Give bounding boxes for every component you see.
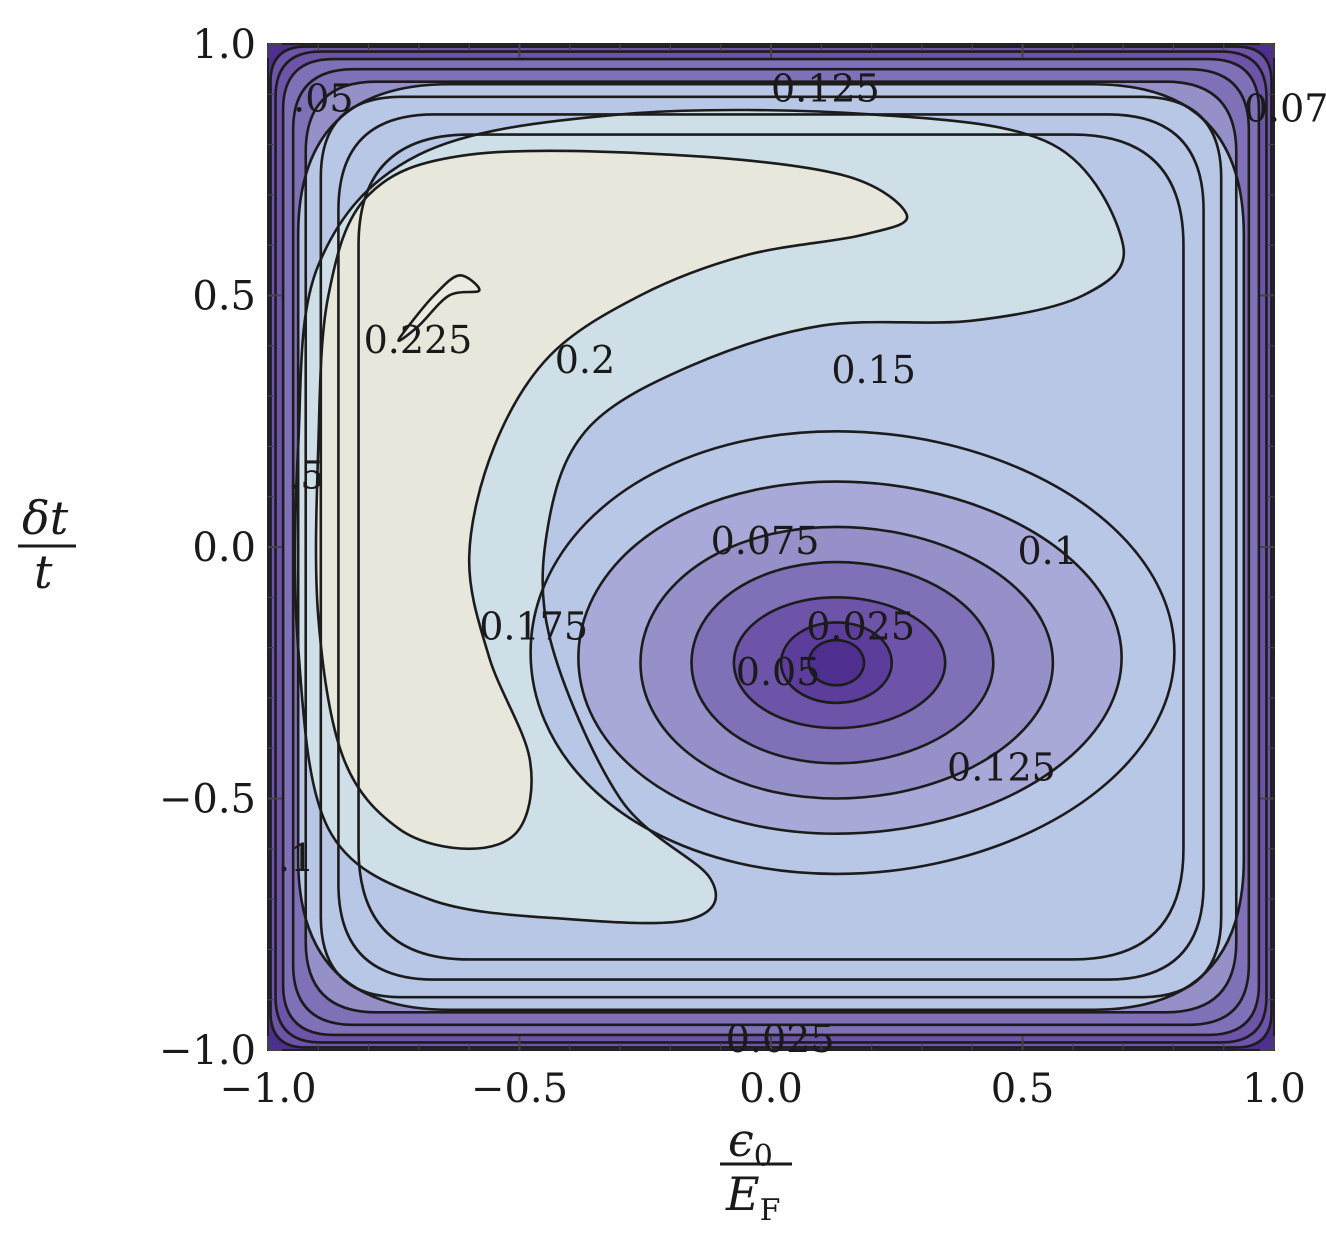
contour-label: 0.1 [1017,529,1077,573]
contour-label: .1 [278,836,314,880]
contour-level-0.2-band [315,150,908,849]
contour-label: .5 [288,454,324,498]
contour-label: 0.075 [1244,86,1326,130]
contour-frame-8-line [357,133,1185,961]
contour-frame-7-line [337,113,1205,981]
contour-label: 0.125 [947,745,1056,789]
y-tick-label: −0.5 [159,777,256,823]
contour-basin-5-line [732,595,947,730]
contour-frame-5-line [304,80,1238,1014]
contour-label: 0.225 [364,318,473,362]
contour-basin-4-line [690,560,995,765]
contour-basin-1-line [529,429,1176,876]
plot-area [268,44,1274,1050]
contour-level-0.225-line [397,274,481,343]
contour-basin-7-line [807,638,866,687]
contour-label: 0.025 [806,604,915,648]
y-tick-label: 0.5 [192,274,256,320]
contour-label: 0.175 [479,604,588,648]
svg-text:EF: EF [725,1167,780,1228]
x-tick-label: 0.5 [991,1066,1055,1112]
contour-label: 0.15 [831,348,916,392]
contour-frame-2-line [274,50,1268,1044]
contour-frame-1-line [269,45,1273,1049]
contour-label: 0.05 [736,650,821,694]
axis-ticks [267,43,1275,1051]
contour-label: .05 [293,76,353,120]
y-tick-label: 1.0 [192,22,256,68]
x-axis-label: ϵ0 EF [720,1113,792,1228]
x-tick-label: 1.0 [1242,1066,1306,1112]
contour-label: 0.125 [771,66,880,110]
x-tick-label: 0.0 [739,1066,803,1112]
contour-lines [269,45,1273,1049]
y-tick-label: 0.0 [192,525,256,571]
svg-text:δt: δt [22,491,69,545]
contour-level-0.15-line [296,82,1246,1012]
contour-basin-2-line [577,480,1123,836]
contour-basin-7-band [808,640,865,686]
contour-basin-6-line [779,621,894,705]
contour-label: 0.025 [726,1017,835,1061]
tick-labels: −1.0 −0.5 0.0 0.5 1.0 −1.0 −0.5 0.0 0.5 1.0 [159,22,1306,1112]
contour-bands [270,46,1272,1048]
svg-text:t: t [34,545,53,599]
y-axis-label: δt t [18,491,76,599]
contour-level-0.2-line [314,149,909,851]
x-tick-label: −0.5 [471,1066,568,1112]
contour-frame-3-line [281,57,1261,1037]
contour-basin-3-line [639,525,1055,800]
contour-frame-4-line [291,67,1251,1027]
x-tick-label: −1.0 [219,1066,316,1112]
contour-level-0.175-line [293,108,1126,925]
y-tick-label: −1.0 [159,1028,256,1074]
contour-label: 0.075 [711,519,820,563]
contour-label: 0.2 [555,338,615,382]
contour-frame-6-line [319,95,1223,999]
